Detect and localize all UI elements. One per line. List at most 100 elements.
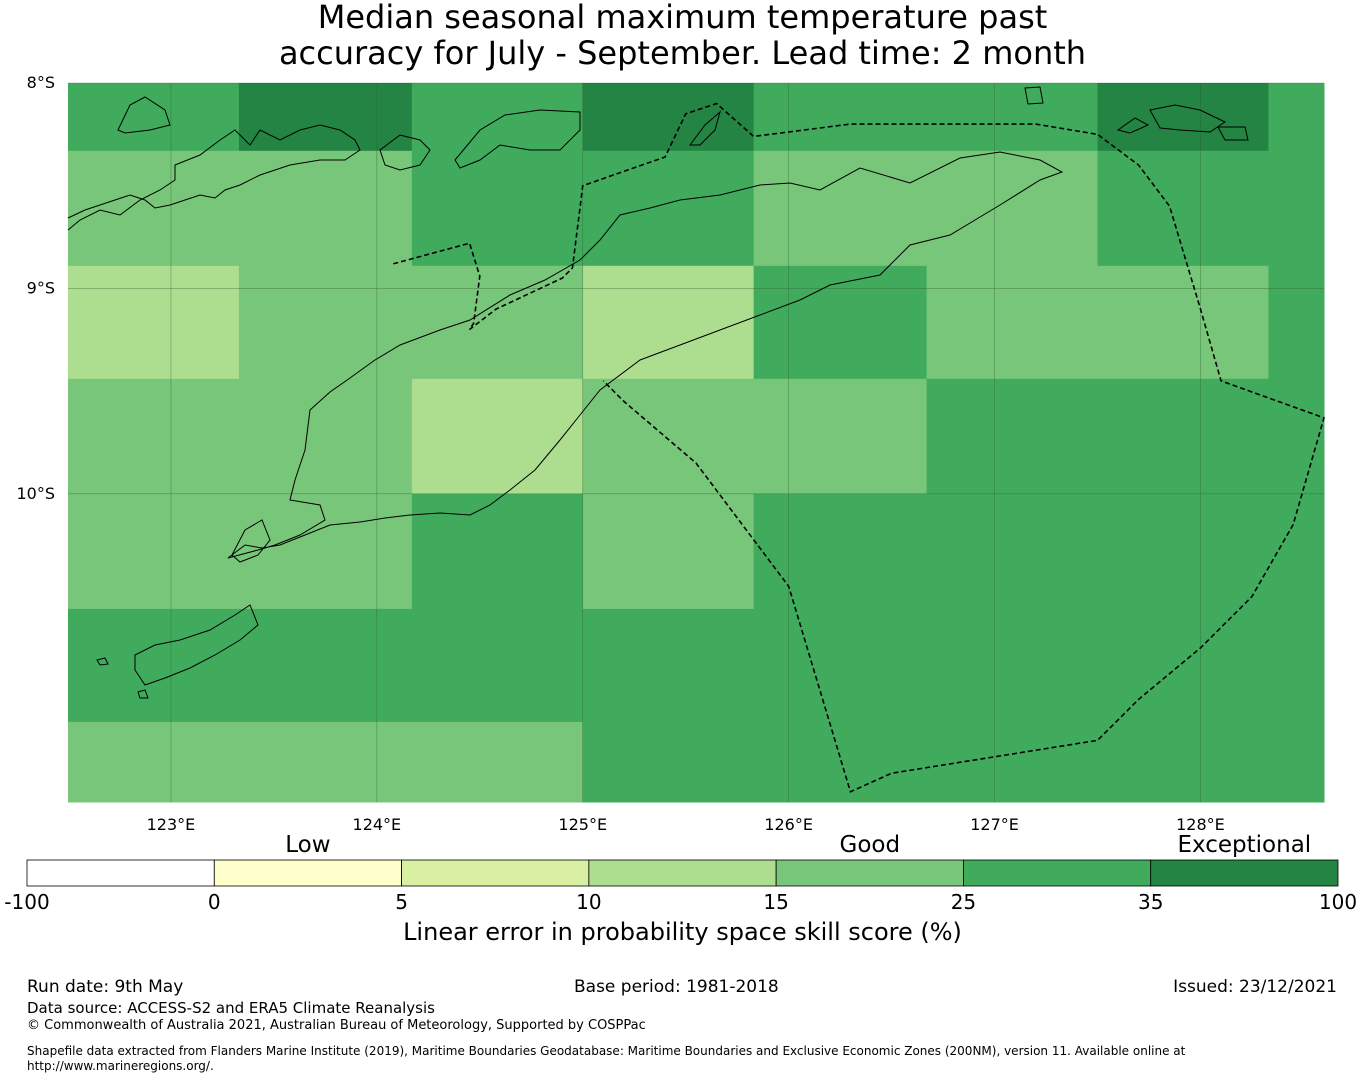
colorbar-tick-label: 35: [1137, 890, 1164, 914]
alor-coastline: [117, 96, 171, 134]
skill-cell: [753, 150, 928, 267]
skill-cell: [582, 378, 755, 495]
skill-cell: [68, 265, 240, 380]
colorbar-bin: [963, 859, 1152, 887]
shapefile-credit-line-2: http://www.marineregions.org/.: [27, 1059, 214, 1073]
skill-cell: [238, 150, 413, 267]
small-island-coastline: [96, 657, 109, 666]
colorbar-tick-label: 5: [395, 890, 408, 914]
atauro-coastline: [689, 110, 721, 146]
sawu-coastline: [134, 604, 259, 686]
skill-cell: [1268, 150, 1325, 267]
skill-cell: [238, 83, 413, 152]
skill-cell: [753, 608, 928, 723]
longitude-tick-label: 128°E: [1176, 815, 1225, 834]
skill-cell: [926, 721, 1099, 803]
colorbar-bin: [588, 859, 777, 887]
skill-cell: [926, 378, 1099, 495]
longitude-tick-label: 124°E: [353, 815, 402, 834]
colorbar-bin: [401, 859, 590, 887]
colorbar-category-label: Good: [839, 832, 901, 858]
pantar-coastline: [379, 134, 431, 171]
skill-cell: [68, 721, 240, 803]
latitude-tick-label: 10°S: [16, 484, 55, 503]
skill-cell: [582, 721, 755, 803]
skill-cell: [1097, 721, 1269, 803]
base-period: Base period: 1981-2018: [574, 977, 779, 997]
skill-cell: [1268, 83, 1325, 152]
skill-cell: [1097, 493, 1269, 610]
skill-cell: [753, 83, 928, 152]
longitude-tick-label: 123°E: [147, 815, 196, 834]
skill-cell: [1097, 150, 1269, 267]
issued-date: Issued: 23/12/2021: [1173, 977, 1337, 997]
leti-coastline: [1217, 126, 1249, 141]
kisar-coastline: [1024, 86, 1044, 105]
skill-cell: [238, 378, 413, 495]
skill-cell: [68, 150, 240, 267]
eez-boundary-line: [393, 102, 1325, 793]
skill-cell: [1268, 378, 1325, 495]
skill-cell: [926, 150, 1099, 267]
skill-cell: [926, 608, 1099, 723]
skill-cell: [411, 265, 584, 380]
skill-cell: [753, 721, 928, 803]
skill-cell: [411, 721, 584, 803]
skill-cell: [68, 83, 240, 152]
skill-cell: [238, 721, 413, 803]
colorbar-tick-label: 10: [576, 890, 602, 914]
wetar-coastline: [454, 109, 581, 169]
skill-cell: [68, 608, 240, 723]
skill-cell: [582, 83, 755, 152]
coastlines: [67, 86, 1249, 699]
graticule: [68, 82, 1324, 802]
longitude-labels: 123°E 124°E 125°E 126°E 127°E 128°E: [147, 815, 1225, 834]
colorbar-bin: [1150, 859, 1339, 887]
colorbar-tick-label: 25: [950, 890, 977, 914]
skill-cell: [753, 378, 928, 495]
longitude-tick-label: 125°E: [558, 815, 607, 834]
rote-coastline: [231, 519, 271, 563]
skill-cell: [753, 265, 928, 380]
skill-cell: [1268, 721, 1325, 803]
data-source: Data source: ACCESS-S2 and ERA5 Climate …: [27, 999, 435, 1017]
timor-coastline: [227, 151, 1064, 559]
colorbar-tick-label: -100: [4, 890, 50, 914]
copyright: © Commonwealth of Australia 2021, Austra…: [27, 1018, 646, 1033]
skill-cell: [1268, 265, 1325, 380]
colorbar-bin: [213, 859, 402, 887]
colorbar-bin: [775, 859, 964, 887]
skill-cell: [411, 83, 584, 152]
latitude-tick-label: 9°S: [27, 278, 55, 297]
skill-cell: [411, 608, 584, 723]
colorbar: [26, 859, 1339, 887]
skill-cell: [582, 150, 755, 267]
chart-title-line-2: accuracy for July - September. Lead time…: [278, 34, 1087, 72]
longitude-tick-label: 126°E: [764, 815, 813, 834]
colorbar-category-label: Exceptional: [1177, 832, 1312, 858]
skill-cell: [411, 378, 584, 495]
skill-cell: [411, 150, 584, 267]
longitude-tick-label: 127°E: [970, 815, 1019, 834]
skill-cell: [926, 83, 1099, 152]
skill-grid: [68, 83, 1325, 803]
north-islands-coastline: [67, 124, 361, 231]
chart-title-line-1: Median seasonal maximum temperature past: [317, 0, 1048, 36]
skill-cell: [238, 493, 413, 610]
latitude-labels: 8°S 9°S 10°S: [16, 73, 55, 503]
run-date: Run date: 9th May: [27, 977, 184, 997]
skill-cell: [582, 493, 755, 610]
colorbar-tick-label: 15: [763, 890, 789, 914]
colorbar-category-label: Low: [285, 832, 331, 858]
colorbar-tick-label: 0: [207, 890, 221, 914]
skill-cell: [582, 265, 755, 380]
skill-cell: [926, 493, 1099, 610]
skill-cell: [1097, 608, 1269, 723]
latitude-tick-label: 8°S: [27, 73, 55, 92]
skill-cell: [1097, 265, 1269, 380]
small-island-2-coastline: [137, 689, 149, 699]
skill-cell: [68, 493, 240, 610]
colorbar-tick-label: 100: [1318, 890, 1358, 914]
shapefile-credit-line-1: Shapefile data extracted from Flanders M…: [27, 1044, 1186, 1058]
